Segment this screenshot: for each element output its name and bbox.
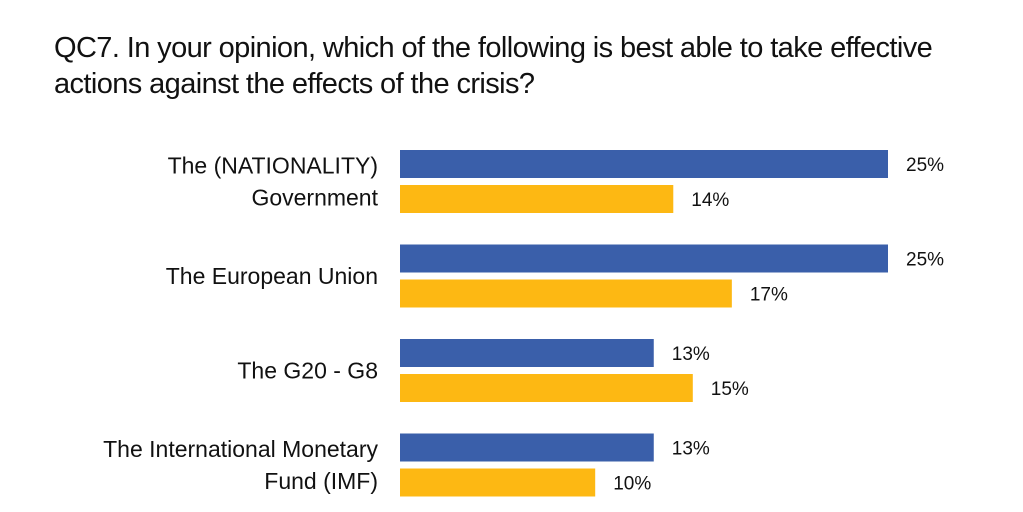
bar-the-european-union-series-1 [400,244,888,273]
chart-title-line-1: QC7. In your opinion, which of the follo… [54,32,933,64]
category-label-the-international-monetary-fund-imf: The International Monetary Fund (IMF) [103,436,378,494]
chart-title-line-2: actions against the effects of the crisi… [54,68,535,100]
chart-title: QC7. In your opinion, which of the follo… [54,30,984,102]
value-label-the-nationality-government-series-1: 25% [906,155,944,176]
value-label-the-international-monetary-fund-imf-series-1: 13% [672,439,710,460]
bar-the-nationality-government-series-1 [400,150,888,178]
value-label-the-g20-g8-series-1: 13% [672,344,710,365]
bar-the-g20-g8-series-1 [400,339,654,367]
bar-the-european-union-series-2 [400,279,732,308]
value-label-the-european-union-series-1: 25% [906,250,944,271]
category-label-the-g20-g8: The G20 - G8 [237,358,378,384]
category-label-the-european-union: The European Union [166,263,378,289]
value-label-the-nationality-government-series-2: 14% [691,190,729,211]
bar-the-international-monetary-fund-imf-series-1 [400,433,654,462]
bar-the-international-monetary-fund-imf-series-2 [400,468,596,497]
value-label-the-european-union-series-2: 17% [750,285,788,306]
bar-the-g20-g8-series-2 [400,374,693,402]
bar-the-nationality-government-series-2 [400,185,674,213]
value-label-the-international-monetary-fund-imf-series-2: 10% [613,474,651,495]
value-label-the-g20-g8-series-2: 15% [711,379,749,400]
category-label-the-nationality-government: The (NATIONALITY) Government [168,153,379,211]
